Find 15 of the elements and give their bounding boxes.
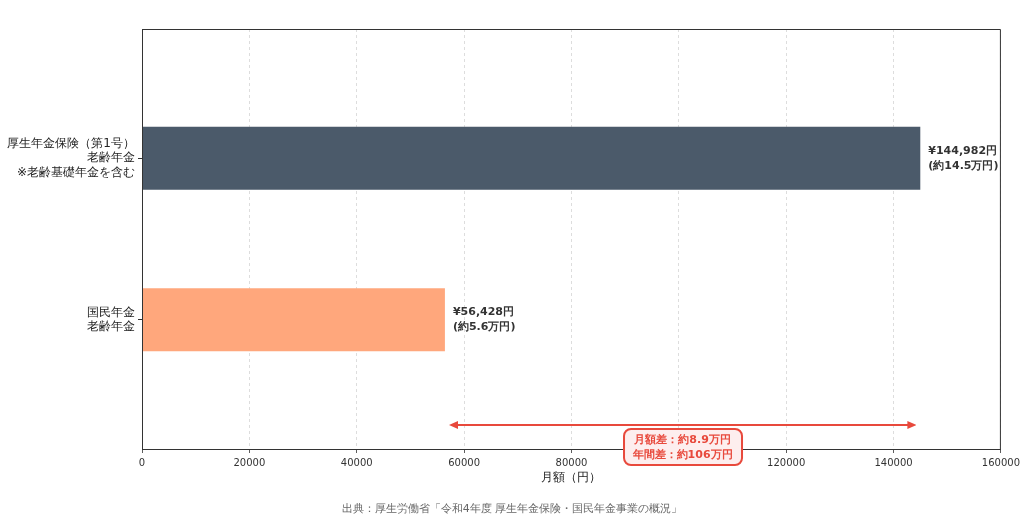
x-tick-label: 0 [138,456,146,468]
source-note: 出典：厚生労働省「令和4年度 厚生年金保険・国民年金事業の概況」 [340,502,684,515]
x-tick-label: 80000 [555,456,588,468]
x-tick-label: 20000 [233,456,266,468]
x-tick-label: 140000 [874,456,913,468]
x-tick-label: 60000 [448,456,480,468]
x-tick-label: 40000 [340,456,373,468]
y-tick-label: 国民年金老齢年金 [87,304,135,334]
x-tick-label: 120000 [767,456,806,468]
x-axis-title: 月額（円） [541,469,602,484]
data-label: ¥144,982円 (約14.5万円) [928,143,999,172]
data-label: ¥56,428円 (約5.6万円) [452,305,516,334]
x-tick-label: 160000 [981,456,1021,468]
annotation: 月額差：約8.9万円年間差：約106万円 [622,428,743,466]
y-tick-label: 厚生年金保険（第1号）老齢年金※老齢基礎年金を含む [7,135,135,179]
